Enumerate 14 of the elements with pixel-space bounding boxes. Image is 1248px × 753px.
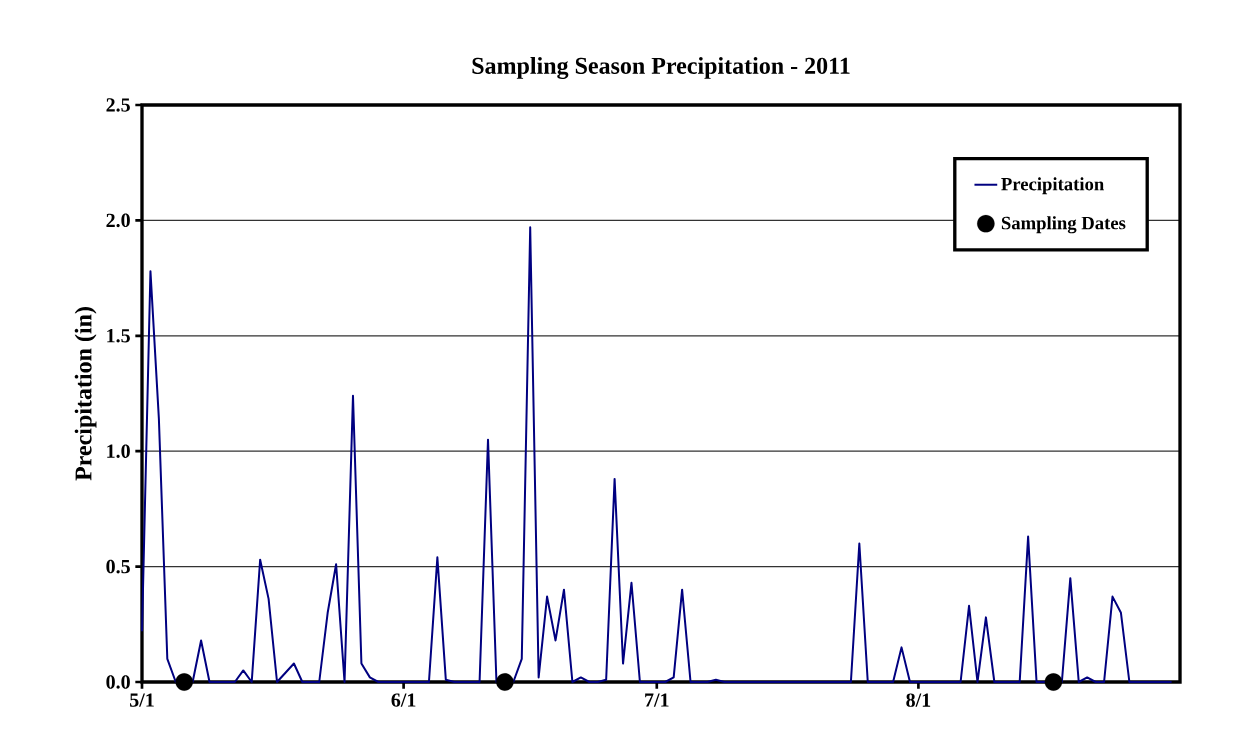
x-tick-label: 7/1 bbox=[645, 693, 669, 707]
legend-label: Precipitation bbox=[1001, 177, 1104, 195]
y-axis-title: Precipitation (in) bbox=[74, 307, 97, 481]
chart-title: Sampling Season Precipitation - 2011 bbox=[472, 56, 850, 79]
x-tick-label: 6/1 bbox=[391, 693, 416, 707]
y-tick-label: 1.5 bbox=[107, 329, 130, 343]
y-tick-label: 0.0 bbox=[106, 675, 130, 689]
y-tick-label: 2.5 bbox=[106, 98, 130, 112]
y-tick-label: 1.0 bbox=[107, 444, 130, 458]
x-tick-label: 8/1 bbox=[906, 693, 931, 707]
legend-label: Sampling Dates bbox=[1001, 216, 1126, 234]
y-tick-label: 2.0 bbox=[106, 213, 130, 228]
y-tick-label: 0.5 bbox=[106, 559, 130, 574]
x-tick-label: 5/1 bbox=[130, 693, 154, 707]
